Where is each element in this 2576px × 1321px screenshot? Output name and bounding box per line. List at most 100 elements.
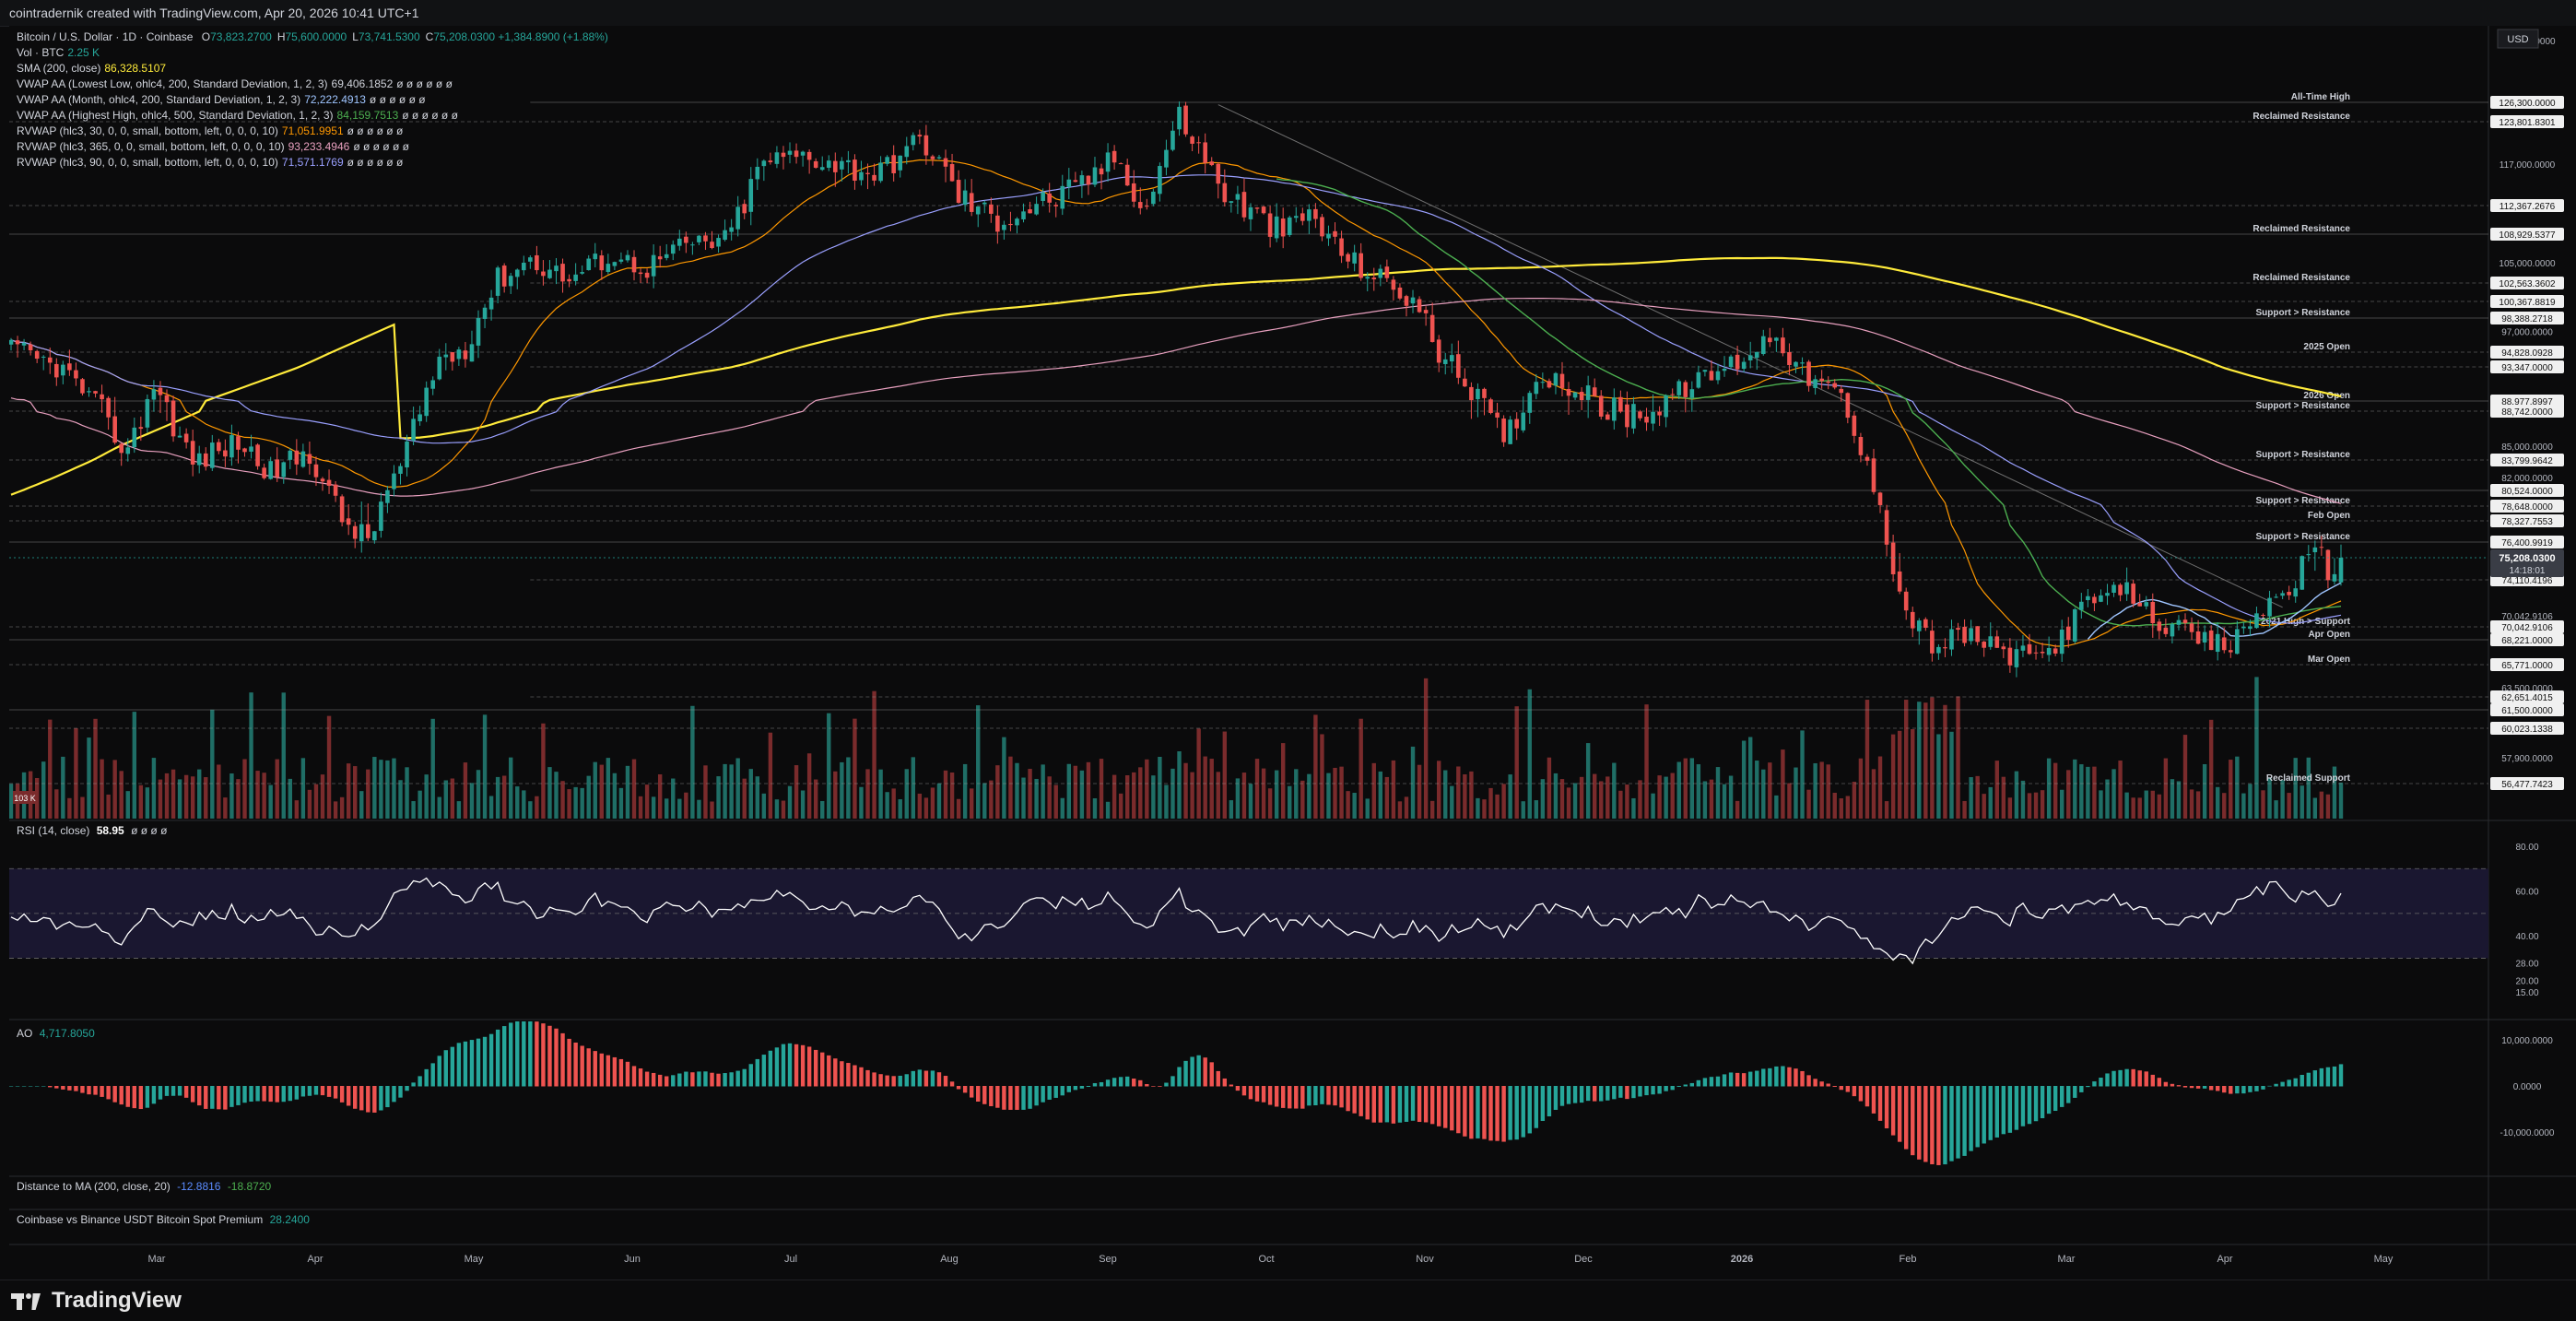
volume-bar [651,796,656,819]
volume-bar [2033,792,2039,819]
candle-body [710,242,714,249]
chart-area[interactable]: All-Time High 126,300.0000 Reclaimed Resis… [9,26,2576,1280]
indicator-row[interactable]: VWAP AA (Month, ohlc4, 200, Standard Dev… [17,92,608,108]
volume-bar [1547,757,1552,819]
candle-body [1806,361,1811,386]
price-chart-svg[interactable]: All-Time High 126,300.0000 Reclaimed Resis… [9,26,2576,1280]
volume-bar [1904,700,1909,819]
price-level-label: Support > Resistance [2255,450,2350,460]
volume-bar [2131,797,2135,819]
candle-body [1787,351,1792,366]
volume-bar [255,771,260,819]
volume-bar [2280,780,2285,819]
ao-bar [125,1086,130,1107]
volume-bar [1429,800,1435,819]
ao-bar [2319,1067,2324,1087]
volume-bar [1248,784,1253,819]
volume-bar [1631,797,1636,819]
indicator-row[interactable]: Vol · BTC 2.25 K [17,45,608,61]
candle-body [1235,194,1241,200]
ao-bar [1606,1086,1610,1101]
ao-bar [1696,1079,1701,1087]
candle-body [949,163,955,182]
volume-bar [535,796,539,819]
volume-bar [1079,770,1085,819]
ao-bar [1644,1086,1649,1096]
price-level-tag-text: 65,771.0000 [2501,661,2553,671]
tradingview-logo-icon [11,1291,42,1311]
time-axis-month: Dec [1574,1254,1593,1265]
footer: TradingView [0,1280,2576,1321]
ao-bar [2312,1070,2318,1087]
ao-bar [2111,1070,2116,1087]
candle-body [670,244,676,254]
indicator-row[interactable]: VWAP AA (Lowest Low, ohlc4, 200, Standar… [17,77,608,92]
volume-bar [1988,786,1993,819]
ao-bar [1196,1055,1201,1087]
ao-bar [794,1044,799,1087]
volume-bar [1008,756,1013,819]
candle-body [1476,388,1480,400]
volume-bar [1741,740,1747,819]
ao-bar [644,1071,650,1087]
volume-bar [2111,769,2116,819]
ao-bar [1235,1086,1241,1091]
indicator-row[interactable]: RVWAP (hlc3, 90, 0, 0, small, bottom, le… [17,155,608,171]
volume-bar [2235,756,2240,819]
candle-body [2195,631,2201,644]
ao-bar [106,1086,111,1100]
candle-body [1916,620,1922,631]
volume-bar [943,770,948,819]
candle-body [1540,382,1546,383]
ao-bar [742,1068,747,1087]
indicator-row[interactable]: VWAP AA (Highest High, ohlc4, 500, Stand… [17,108,608,124]
ao-bar [1371,1086,1376,1123]
volume-bar [125,791,130,819]
indicator-row[interactable]: SMA (200, close) 86,328.5107 [17,61,608,77]
indicator-label: RVWAP (hlc3, 90, 0, 0, small, bottom, le… [17,156,278,169]
ao-bar [1488,1086,1493,1141]
candle-body [1826,381,1830,383]
price-axis-tick: 97,000.0000 [2501,327,2553,337]
brand[interactable]: TradingView [11,1288,182,1314]
volume-bar [1254,759,1260,819]
ao-bar [2060,1086,2064,1107]
volume-bar [1670,773,1675,819]
volume-bar [1041,764,1045,819]
indicator-row[interactable]: RVWAP (hlc3, 30, 0, 0, small, bottom, le… [17,124,608,139]
ao-axis-tick: -10,000.0000 [2500,1128,2555,1138]
ao-bar [313,1086,319,1095]
volume-bar [229,773,234,819]
volume-bar [956,798,961,819]
ao-bar [1599,1086,1604,1102]
volume-bar [1456,766,1461,819]
ao-bar [1028,1086,1032,1109]
volume-bar [1599,781,1604,819]
candle-body [2300,556,2305,590]
candle-body [586,258,592,271]
ao-bar [443,1050,448,1087]
ao-bar [547,1025,552,1087]
ao-bar [1333,1086,1337,1106]
candle-body [2092,596,2097,604]
candle-body [1352,252,1357,264]
candle-body [1897,571,1902,592]
indicator-row[interactable]: RVWAP (hlc3, 365, 0, 0, small, bottom, l… [17,139,608,155]
volume-bar [2182,735,2188,819]
volume-bar [1359,718,1363,819]
ao-label: AO [17,1027,33,1040]
candle-body [307,454,312,465]
candle-body [541,271,546,277]
price-level-label: Apr Open [2308,630,2350,640]
candle-body [1585,385,1591,400]
distance-ma-label: Distance to MA (200, close, 20) [17,1180,171,1193]
ao-bar [690,1072,695,1087]
ao-bar [1917,1086,1922,1160]
ao-bar [1722,1074,1727,1087]
rvwap-90-line [10,174,2342,624]
candle-body [1365,277,1370,279]
candle-body [1747,355,1753,360]
ao-bar [1747,1071,1753,1087]
ao-bar [1787,1067,1792,1087]
candle-body [2228,650,2233,653]
